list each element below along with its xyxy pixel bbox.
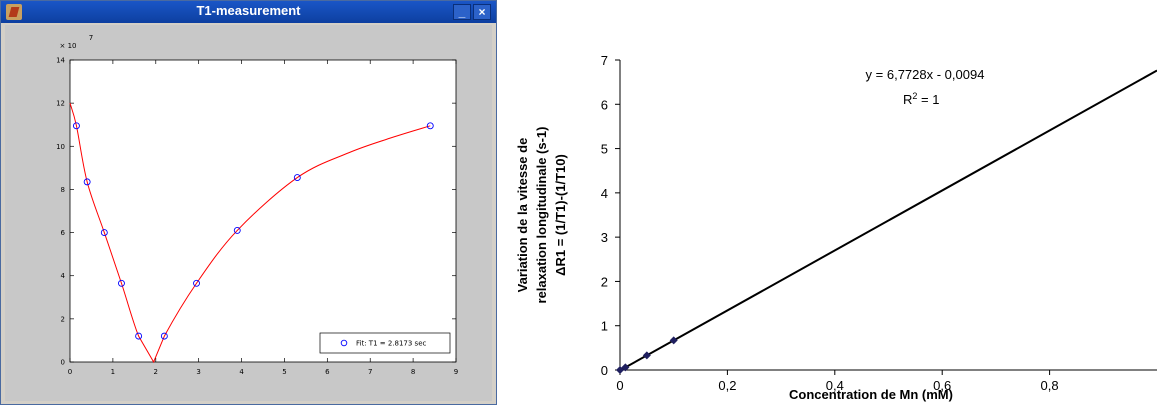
x-tick-label: 0,2 <box>718 378 736 393</box>
data-point <box>100 229 108 237</box>
x-tick-label: 1 <box>111 368 115 376</box>
y-tick-label: 8 <box>61 186 65 194</box>
x-tick-label: 0,6 <box>933 378 951 393</box>
y-tick-label: 1 <box>601 319 608 334</box>
window-title: T1-measurement <box>196 3 301 18</box>
data-point <box>118 279 125 287</box>
y-exponent-power: 7 <box>89 34 93 42</box>
trendline <box>619 69 1157 372</box>
data-point <box>642 351 651 360</box>
x-tick-label: 0,8 <box>1041 378 1059 393</box>
x-tick-label: 0 <box>68 368 72 376</box>
close-button[interactable]: × <box>473 4 491 20</box>
legend-marker <box>340 339 348 347</box>
y-axis-label-line2: relaxation longitudinale (s-1) <box>534 127 549 304</box>
data-point <box>135 332 143 340</box>
x-tick-label: 9 <box>454 368 458 376</box>
y-axis-label-line3: ΔR1 = (1/T1)-(1/T10) <box>553 154 568 276</box>
data-point <box>160 332 168 340</box>
legend-label: Fit: T1 = 2.8173 sec <box>356 340 427 348</box>
y-tick-label: 4 <box>601 186 608 201</box>
y-tick-label: 4 <box>61 272 66 280</box>
x-tick-label: 2 <box>154 368 158 376</box>
data-point <box>621 363 630 372</box>
y-tick-label: 14 <box>56 57 65 65</box>
x-tick-label: 0 <box>616 378 623 393</box>
y-tick-label: 6 <box>601 97 608 112</box>
y-axis-label-line1: Variation de la vitesse de <box>515 138 530 293</box>
data-point <box>616 366 624 374</box>
x-tick-label: 5 <box>282 368 286 376</box>
matlab-logo-icon <box>6 4 22 20</box>
legend: Fit: T1 = 2.8173 sec <box>319 332 451 354</box>
y-tick-label: 2 <box>61 315 65 323</box>
y-tick-label: 10 <box>56 143 65 151</box>
data-point <box>83 178 91 186</box>
y-tick-label: 0 <box>601 363 608 378</box>
plot-area <box>69 59 457 363</box>
y-tick-label: 3 <box>601 230 608 245</box>
data-point <box>233 226 241 234</box>
y-tick-label: 2 <box>601 274 608 289</box>
y-tick-label: 12 <box>56 100 65 108</box>
minimize-button[interactable]: _ <box>453 4 471 20</box>
x-tick-label: 3 <box>196 368 200 376</box>
x-tick-label: 0,4 <box>826 378 844 393</box>
x-axis-label: Concentration de Mn (mM) <box>789 387 953 402</box>
y-tick-label: 7 <box>601 53 608 68</box>
data-point <box>669 336 678 345</box>
legend-box <box>319 332 451 354</box>
trend-equation: y = 6,7728x - 0,0094 <box>866 67 985 82</box>
y-exponent-label: × 10 <box>60 42 77 50</box>
data-point <box>72 122 80 130</box>
data-point <box>426 122 434 130</box>
x-tick-label: 7 <box>368 368 372 376</box>
fit-curve <box>69 103 431 364</box>
y-tick-label: 0 <box>61 359 65 367</box>
window-titlebar[interactable]: T1-measurement _ × <box>1 1 496 23</box>
r-squared-label: R2 = 1 <box>903 91 939 107</box>
data-point <box>293 174 301 182</box>
y-tick-label: 5 <box>601 142 608 157</box>
x-tick-label: 8 <box>411 368 415 376</box>
relaxivity-chart: 0 1 2 3 4 5 6 7 0 0,2 0,4 0,6 0,8 y = 6,7728x - 0,009… <box>515 53 1157 402</box>
y-tick-label: 6 <box>61 229 66 237</box>
data-point <box>193 279 200 287</box>
x-tick-label: 6 <box>325 368 330 376</box>
x-tick-label: 4 <box>239 368 244 376</box>
